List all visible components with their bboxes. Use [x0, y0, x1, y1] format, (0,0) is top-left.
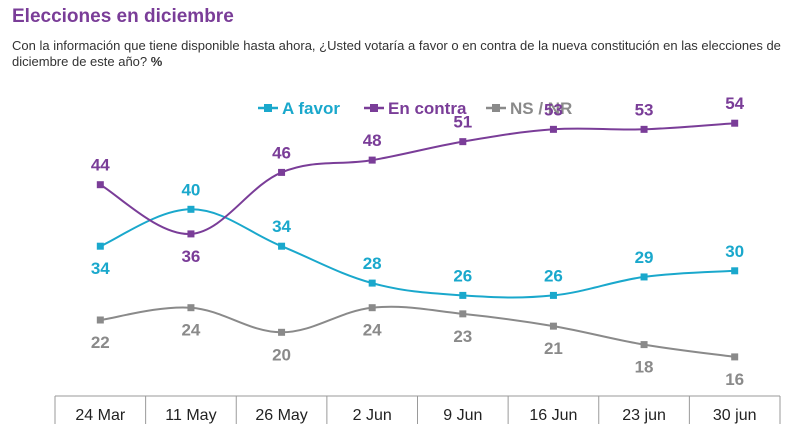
- data-label-2-0: 22: [91, 333, 110, 352]
- point-1-7: [731, 119, 739, 127]
- subtitle-unit: %: [150, 54, 163, 69]
- x-tick-label-4: 9 Jun: [443, 407, 482, 424]
- point-0-2: [278, 242, 286, 250]
- point-0-1: [187, 205, 195, 213]
- chart-title: Elecciones en diciembre: [12, 6, 234, 27]
- data-label-0-5: 26: [544, 266, 563, 285]
- x-tick-label-2: 26 May: [255, 407, 307, 424]
- point-2-2: [278, 328, 286, 336]
- legend-label-2: NS / NR: [510, 99, 572, 118]
- data-label-2-2: 20: [272, 345, 291, 364]
- x-tick-label-0: 24 Mar: [75, 407, 125, 424]
- data-label-2-1: 24: [181, 321, 200, 340]
- point-2-4: [459, 310, 467, 318]
- series-line-1: [99, 122, 735, 235]
- point-0-6: [640, 273, 648, 281]
- data-label-2-3: 24: [363, 321, 382, 340]
- data-label-2-4: 23: [453, 327, 472, 346]
- x-tick-label-3: 2 Jun: [353, 407, 392, 424]
- data-label-0-7: 30: [725, 242, 744, 261]
- point-2-1: [187, 304, 195, 312]
- x-tick-label-1: 11 May: [165, 407, 216, 424]
- data-label-0-4: 26: [453, 266, 472, 285]
- point-0-5: [549, 291, 557, 299]
- data-label-0-6: 29: [635, 248, 654, 267]
- point-1-1: [187, 230, 195, 238]
- legend: A favor En contra NS / NR: [258, 99, 572, 118]
- chart-subtitle: Con la información que tiene disponible …: [12, 38, 792, 70]
- x-tick-label-7: 30 jun: [713, 407, 757, 424]
- data-label-1-6: 53: [635, 100, 654, 119]
- point-0-7: [731, 267, 739, 275]
- point-2-3: [368, 304, 376, 312]
- legend-marker-0: [264, 104, 272, 112]
- point-2-7: [731, 353, 739, 361]
- point-2-5: [549, 322, 557, 330]
- data-label-1-0: 44: [91, 156, 110, 175]
- data-label-1-7: 54: [725, 94, 744, 113]
- point-1-2: [278, 168, 286, 176]
- point-1-3: [368, 156, 376, 164]
- data-labels: 34 40 34 28 26 26 29 30 44 36 46 48 51 53 53 54 22 24 20 24…: [91, 94, 745, 389]
- x-tick-label-6: 23 jun: [622, 407, 666, 424]
- point-1-4: [459, 138, 467, 146]
- point-0-0: [96, 242, 104, 250]
- point-1-5: [549, 125, 557, 133]
- data-label-0-1: 40: [181, 180, 200, 199]
- point-0-4: [459, 291, 467, 299]
- legend-marker-2: [492, 104, 500, 112]
- point-1-6: [640, 125, 648, 133]
- data-label-2-6: 18: [635, 358, 654, 377]
- legend-marker-1: [370, 104, 378, 112]
- data-label-1-1: 36: [181, 247, 200, 266]
- point-0-3: [368, 279, 376, 287]
- series-line-2: [100, 305, 735, 358]
- data-label-2-7: 16: [725, 370, 744, 389]
- data-label-1-2: 46: [272, 143, 291, 162]
- point-2-6: [640, 341, 648, 349]
- subtitle-text: Con la información que tiene disponible …: [12, 38, 781, 69]
- data-label-2-5: 21: [544, 339, 563, 358]
- data-label-1-3: 48: [363, 131, 382, 150]
- series-lines: [96, 119, 739, 361]
- point-1-0: [96, 181, 104, 189]
- legend-label-1: En contra: [388, 99, 467, 118]
- data-label-0-2: 34: [272, 217, 291, 236]
- point-2-0: [96, 316, 104, 324]
- legend-label-0: A favor: [282, 99, 340, 118]
- data-label-0-0: 34: [91, 259, 110, 278]
- data-label-1-4: 51: [453, 113, 472, 132]
- x-axis: 24 Mar 11 May 26 May 2 Jun 9 Jun 16 Jun 23 jun…: [54, 395, 781, 424]
- x-tick-label-5: 16 Jun: [529, 407, 577, 424]
- data-label-0-3: 28: [363, 254, 382, 273]
- data-label-1-5: 53: [544, 100, 563, 119]
